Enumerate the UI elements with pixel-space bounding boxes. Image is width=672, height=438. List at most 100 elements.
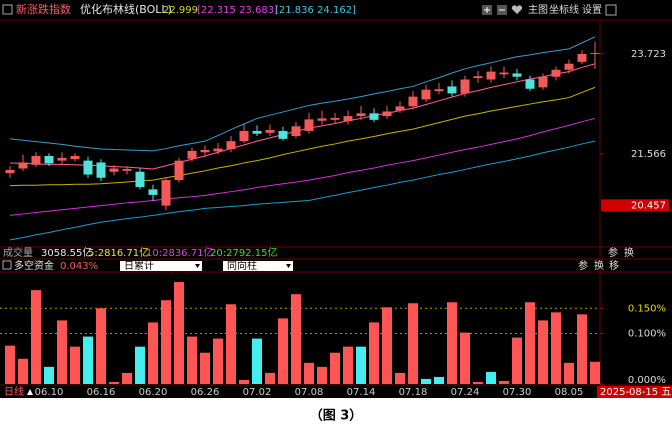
candle-body: [148, 189, 158, 195]
bar: [395, 372, 405, 384]
candle-body: [18, 162, 28, 169]
x-tick-label: 07.08: [295, 387, 324, 398]
bar: [83, 336, 93, 384]
title-icon[interactable]: [2, 4, 13, 15]
bar: [512, 337, 522, 384]
bar: [226, 304, 236, 384]
candle-body: [252, 130, 262, 134]
bar: [538, 320, 548, 384]
bar: [460, 332, 470, 384]
bar: [369, 322, 379, 384]
bar: [161, 300, 171, 384]
candle-body: [512, 73, 522, 77]
volume-value: 5:2816.71亿: [88, 246, 149, 259]
x-tick-label: 06.10: [35, 387, 64, 398]
bar: [356, 346, 366, 384]
bar: [174, 282, 184, 384]
indicator-value: 22.999: [163, 5, 198, 16]
candle-body: [291, 126, 301, 137]
bar: [434, 376, 444, 384]
candle-body: [57, 157, 67, 161]
candle-body: [213, 148, 223, 152]
bar: [421, 378, 431, 384]
panel-title: 多空资金: [14, 259, 54, 272]
y-tick-label: 0.100%: [628, 329, 666, 340]
bar: [304, 362, 314, 384]
bar: [57, 320, 67, 384]
dropdown-text[interactable]: 日累计: [124, 259, 154, 272]
candle-body: [330, 117, 340, 120]
bar: [213, 338, 223, 384]
bar: [473, 381, 483, 384]
candle-body: [356, 113, 366, 117]
close-button[interactable]: [605, 4, 617, 16]
bar: [31, 290, 41, 384]
x-tick-label: 06.16: [87, 387, 116, 398]
candle-body: [499, 72, 509, 75]
x-tick-label: 07.18: [399, 387, 428, 398]
period-label[interactable]: 日线: [4, 385, 24, 398]
band-line: [9, 117, 596, 216]
panel-button[interactable]: 参: [608, 246, 618, 259]
favorite-button[interactable]: [511, 5, 523, 14]
x-tick-label: 07.24: [451, 387, 480, 398]
candle-body: [304, 119, 314, 131]
dropdown-text[interactable]: 同向柱: [227, 259, 257, 272]
bar: [252, 338, 262, 384]
candle-body: [538, 76, 548, 88]
candle-body: [369, 113, 379, 120]
y-tick-label: 21.566: [631, 149, 666, 160]
bar: [5, 345, 15, 384]
candle-body: [343, 116, 353, 122]
candle-body: [278, 130, 288, 139]
dropdown[interactable]: [223, 261, 293, 271]
panel-button[interactable]: 换: [594, 259, 604, 272]
period-arrow[interactable]: [27, 389, 33, 395]
dropdown[interactable]: [120, 261, 202, 271]
candle-body: [226, 141, 236, 150]
x-tick-label: 07.02: [243, 387, 272, 398]
panel-value: 0.043%: [60, 261, 98, 272]
chart-title: 新涨跌指数: [16, 2, 71, 16]
toolbar-button[interactable]: 主图: [528, 4, 548, 16]
panel-button[interactable]: 参: [578, 259, 588, 272]
bar: [447, 302, 457, 384]
indicator-value: [21.836 24.162]: [275, 5, 356, 16]
candle-body: [31, 155, 41, 165]
candle-body: [460, 79, 470, 94]
volume-label: 成交量: [3, 246, 33, 259]
volume-value: 3058.55亿: [41, 246, 92, 259]
bar: [135, 346, 145, 384]
bar: [200, 352, 210, 384]
zoom-in-button[interactable]: [482, 5, 492, 15]
bar: [317, 366, 327, 384]
bar: [239, 379, 249, 384]
cursor-date-box: [597, 386, 672, 398]
x-tick-label: 06.20: [139, 387, 168, 398]
candle-body: [265, 130, 275, 133]
candle-body: [83, 160, 93, 175]
zoom-out-button[interactable]: [497, 5, 507, 15]
bar: [44, 366, 54, 384]
y-tick-label: 23.723: [631, 49, 666, 60]
toolbar-button[interactable]: 坐标线: [549, 3, 579, 16]
x-tick-label: 06.26: [191, 387, 220, 398]
x-tick-label: 08.05: [555, 387, 584, 398]
bar: [109, 381, 119, 384]
toolbar-button[interactable]: 设置: [582, 4, 602, 16]
bar: [343, 346, 353, 384]
candle-body: [590, 53, 600, 55]
band-line: [9, 140, 596, 241]
band-line: [9, 63, 596, 170]
bar: [148, 322, 158, 384]
band-line: [9, 86, 596, 187]
bar: [486, 371, 496, 384]
bar: [96, 308, 106, 384]
panel-button[interactable]: 移: [609, 259, 619, 272]
y-tick-label: 0.000%: [628, 375, 666, 386]
bar: [590, 361, 600, 384]
candle-body: [187, 150, 197, 159]
panel-button[interactable]: 换: [624, 246, 634, 259]
panel-icon[interactable]: [2, 260, 12, 270]
